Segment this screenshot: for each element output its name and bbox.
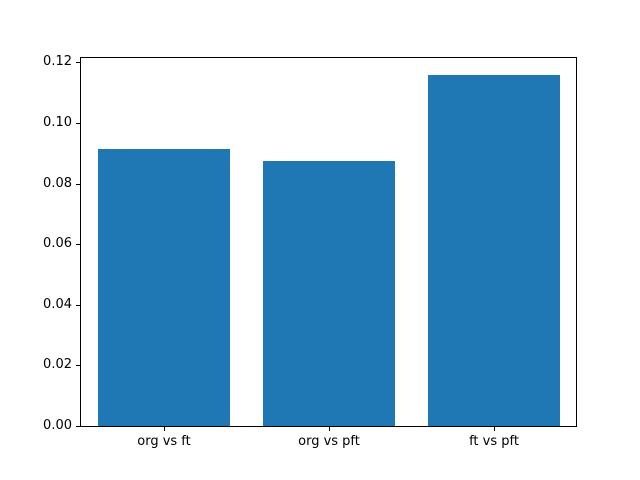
y-tick-label: 0.06 (43, 236, 72, 251)
y-tick-mark (76, 184, 80, 185)
plot-area (80, 57, 577, 427)
y-tick-mark (76, 244, 80, 245)
x-tick-label: ft vs pft (469, 434, 519, 449)
x-tick-mark (329, 427, 330, 431)
y-tick-label: 0.04 (43, 297, 72, 312)
y-tick-mark (76, 123, 80, 124)
x-tick-label: org vs pft (298, 434, 360, 449)
bar-org-vs-pft (262, 161, 395, 426)
x-tick-label: org vs ft (137, 434, 191, 449)
x-tick-mark (164, 427, 165, 431)
y-tick-label: 0.00 (43, 418, 72, 433)
y-tick-label: 0.02 (43, 357, 72, 372)
y-tick-mark (76, 305, 80, 306)
y-tick-label: 0.08 (43, 176, 72, 191)
y-tick-mark (76, 62, 80, 63)
y-tick-label: 0.12 (43, 54, 72, 69)
y-tick-label: 0.10 (43, 115, 72, 130)
x-tick-mark (494, 427, 495, 431)
bar-ft-vs-pft (427, 75, 560, 426)
bar-org-vs-ft (97, 149, 230, 426)
y-tick-mark (76, 365, 80, 366)
y-tick-mark (76, 426, 80, 427)
